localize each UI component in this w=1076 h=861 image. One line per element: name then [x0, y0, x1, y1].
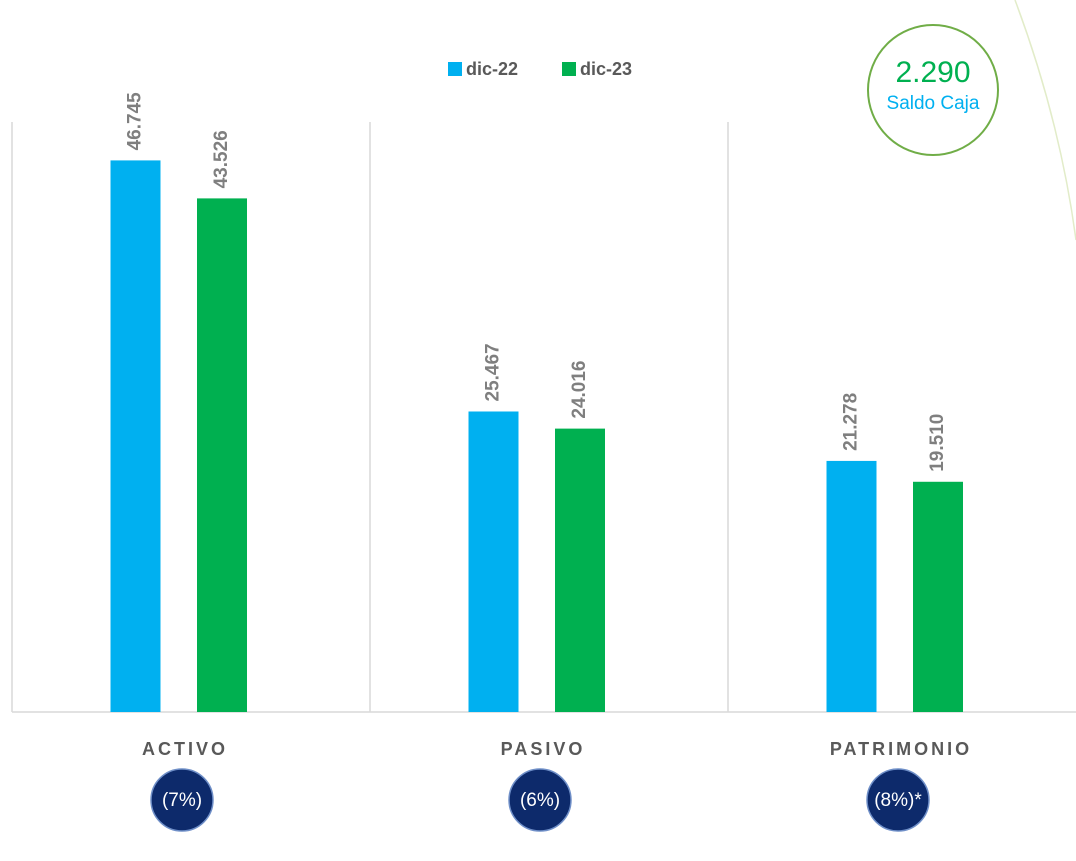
change-label: (6%) — [520, 790, 560, 811]
decor-curve — [1014, 0, 1076, 241]
legend-label: dic-23 — [580, 59, 632, 79]
bar — [555, 428, 605, 712]
saldo-amount: 2.290 — [895, 56, 970, 89]
x-tick-label: ACTIVO — [142, 739, 228, 759]
legend-label: dic-22 — [466, 59, 518, 79]
legend-swatch — [448, 62, 462, 76]
change-badge — [150, 768, 214, 832]
legend-swatch — [562, 62, 576, 76]
x-tick-label: PATRIMONIO — [830, 739, 972, 759]
bar — [197, 198, 247, 713]
bar — [826, 460, 877, 712]
value-label: 25.467 — [483, 343, 504, 401]
value-label: 46.745 — [125, 92, 146, 151]
bar — [110, 160, 161, 712]
change-badge — [866, 768, 930, 832]
change-label: (7%) — [162, 790, 202, 811]
value-label: 21.278 — [841, 393, 862, 451]
bar — [468, 411, 519, 712]
bar — [913, 481, 963, 712]
value-label: 19.510 — [927, 414, 948, 472]
saldo-circle — [867, 24, 999, 156]
value-label: 24.016 — [569, 360, 590, 418]
change-label: (8%)* — [874, 790, 922, 811]
change-badge — [508, 768, 572, 832]
saldo-label: Saldo Caja — [887, 93, 980, 114]
value-label: 43.526 — [211, 130, 232, 188]
x-tick-label: PASIVO — [501, 739, 586, 759]
